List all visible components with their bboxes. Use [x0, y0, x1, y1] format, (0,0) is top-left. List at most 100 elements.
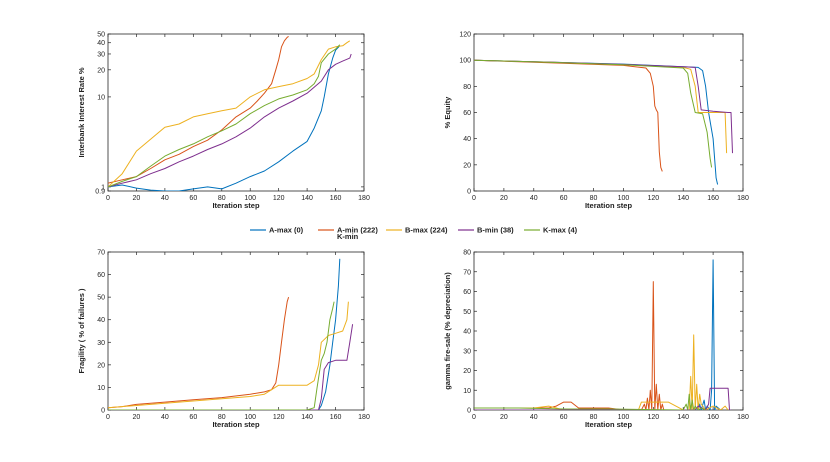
equity-series-a-min [474, 59, 663, 172]
interbank-y-axis-label: Interbank Interest Rate % [77, 67, 86, 157]
fragility-ytick-label: 70 [97, 250, 105, 257]
gamma-xtick-label: 120 [647, 414, 659, 421]
interbank-xtick-label: 60 [189, 195, 197, 202]
fragility-xtick-label: 40 [161, 414, 169, 421]
gamma-xtick-label: 180 [737, 414, 749, 421]
equity-x-axis-label: Iteration step [585, 201, 633, 210]
equity-series-k-max [474, 59, 713, 168]
fragility-ytick-label: 10 [97, 385, 105, 392]
legend-label: A-max (0) [269, 226, 304, 235]
gamma-xtick-label: 160 [707, 414, 719, 421]
equity-xtick-label: 160 [707, 195, 719, 202]
interbank-series-a-min [108, 35, 289, 184]
legend-label: B-min (38) [477, 226, 514, 235]
fragility-x-axis-label: Iteration step [212, 420, 260, 429]
legend-box [248, 222, 594, 241]
interbank-xtick-label: 120 [273, 195, 285, 202]
fragility-series-b-max [108, 301, 349, 409]
interbank-series-b-min [108, 53, 352, 188]
gamma-x-axis-label: Iteration step [585, 420, 633, 429]
interbank-ytick-label: 0.9 [95, 189, 105, 196]
interbank-xtick-label: 100 [244, 195, 256, 202]
fragility-xtick-label: 160 [330, 414, 342, 421]
interbank-xtick-label: 0 [106, 195, 110, 202]
equity-xtick-label: 60 [560, 195, 568, 202]
gamma-xtick-label: 0 [472, 414, 476, 421]
gamma-ytick-label: 70 [463, 269, 471, 276]
fragility-ytick-label: 50 [97, 295, 105, 302]
equity-ytick-label: 80 [463, 84, 471, 91]
equity-ytick-label: 0 [467, 189, 471, 196]
interbank-ytick-label: 1 [101, 184, 105, 191]
legend-extra-label: K-min [337, 232, 359, 241]
fragility-ytick-label: 0 [101, 408, 105, 415]
fragility-ytick-label: 20 [97, 362, 105, 369]
gamma-ytick-label: 40 [463, 329, 471, 336]
fragility-y-axis-label: Fragility ( % of failures ) [77, 288, 86, 374]
equity-xtick-label: 80 [590, 195, 598, 202]
fragility-series-b-min [108, 324, 354, 410]
gamma-xtick-label: 80 [590, 414, 598, 421]
fragility-axes-frame [107, 251, 365, 411]
fragility-series-k-max [108, 301, 335, 410]
interbank-series-k-max [108, 44, 341, 188]
fragility-ytick-label: 60 [97, 272, 105, 279]
gamma-series-k-max [474, 393, 706, 410]
legend: A-max (0) A-min (222) B-max (224) B-min (38… [248, 222, 594, 241]
equity-xtick-label: 180 [737, 195, 749, 202]
fragility-chart: 0 20 40 60 80 100 120 140 160 180 0 10 20 30 40 50 60 70 I… [77, 250, 370, 430]
gamma-ytick-label: 0 [467, 408, 471, 415]
interbank-series-b-max [108, 40, 351, 188]
gamma-axes-frame [473, 251, 744, 411]
gamma-ytick-label: 30 [463, 348, 471, 355]
gamma-series-a-max [474, 259, 721, 410]
interbank-xtick-label: 160 [330, 195, 342, 202]
fragility-ytick-label: 40 [97, 317, 105, 324]
interbank-series-a-max [108, 45, 341, 191]
gamma-ytick-label: 10 [463, 388, 471, 395]
gamma-series-b-max [474, 334, 729, 410]
equity-ytick-label: 40 [463, 136, 471, 143]
gamma-xtick-label: 40 [530, 414, 538, 421]
equity-xtick-label: 120 [647, 195, 659, 202]
fragility-ytick-label: 30 [97, 340, 105, 347]
legend-label: K-max (4) [543, 226, 578, 235]
fragility-xtick-label: 100 [244, 414, 256, 421]
gamma-ytick-label: 80 [463, 250, 471, 257]
fragility-xtick-label: 20 [133, 414, 141, 421]
equity-ytick-label: 20 [463, 162, 471, 169]
interbank-ytick-label: 50 [97, 32, 105, 39]
gamma-xtick-label: 140 [677, 414, 689, 421]
fragility-xtick-label: 80 [218, 414, 226, 421]
interbank-ytick-label: 20 [97, 67, 105, 74]
equity-chart: 0 20 40 60 80 100 120 140 160 180 0 20 40 60 80 100 120 I… [443, 32, 749, 211]
legend-label: A-min (222) [337, 226, 378, 235]
equity-series-b-max [474, 59, 728, 154]
fragility-series-a-max [108, 258, 341, 410]
equity-xtick-label: 20 [500, 195, 508, 202]
gamma-series-a-min [474, 281, 665, 410]
interbank-x-axis-label: Iteration step [212, 201, 260, 210]
gamma-xtick-label: 60 [560, 414, 568, 421]
interbank-ytick-label: 40 [97, 40, 105, 47]
equity-ytick-label: 120 [459, 32, 471, 39]
fragility-xtick-label: 60 [189, 414, 197, 421]
interbank-xtick-label: 20 [133, 195, 141, 202]
fragility-xtick-label: 0 [106, 414, 110, 421]
interbank-axes-frame [107, 33, 365, 192]
fragility-xtick-label: 120 [273, 414, 285, 421]
equity-ytick-label: 60 [463, 110, 471, 117]
interbank-ytick-label: 10 [97, 94, 105, 101]
legend-label: B-max (224) [405, 226, 448, 235]
interbank-xtick-label: 140 [301, 195, 313, 202]
fragility-xtick-label: 180 [358, 414, 370, 421]
interbank-xtick-label: 180 [358, 195, 370, 202]
gamma-fire-sale-chart: 0 20 40 60 80 100 120 140 160 180 0 10 20 30 40 50 60 70 8… [443, 250, 749, 430]
gamma-ytick-label: 20 [463, 368, 471, 375]
equity-xtick-label: 0 [472, 195, 476, 202]
interbank-rate-chart: 0 20 40 60 80 100 120 140 160 1800.911020304050It… [77, 32, 370, 211]
equity-xtick-label: 40 [530, 195, 538, 202]
gamma-y-axis-label: gamma fire-sale (% depreciation) [443, 272, 452, 390]
fragility-xtick-label: 140 [301, 414, 313, 421]
